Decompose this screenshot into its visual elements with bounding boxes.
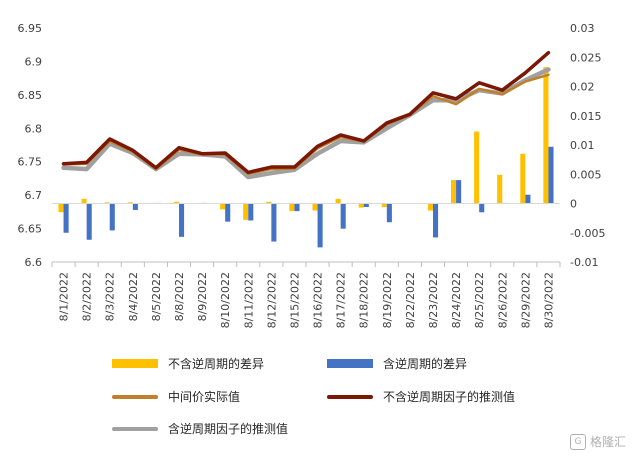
x-axis-tick-label: 8/30/2022 (542, 272, 555, 328)
bar-no-ccf-diff (312, 203, 318, 211)
bar-no-ccf-diff (58, 203, 64, 213)
left-axis-tick-label: 6.8 (25, 122, 43, 135)
x-axis-tick-label: 8/22/2022 (404, 272, 417, 328)
bar-no-ccf-diff (173, 201, 179, 204)
bar-no-ccf-diff (335, 198, 341, 204)
bar-no-ccf-diff (289, 203, 295, 212)
bar-ccf-diff (525, 194, 531, 204)
bar-no-ccf-diff (474, 131, 480, 204)
bar-ccf-diff (86, 203, 92, 240)
bar-no-ccf-diff (81, 198, 87, 204)
right-axis-tick-label: 0.005 (570, 168, 602, 181)
bar-ccf-diff (479, 203, 485, 213)
bar-no-ccf-diff (266, 201, 272, 204)
x-axis-tick-label: 8/12/2022 (265, 272, 278, 328)
right-axis-tick-label: -0.01 (570, 256, 598, 269)
bar-no-ccf-diff (451, 180, 457, 204)
x-axis-tick-label: 8/4/2022 (127, 272, 140, 321)
x-axis-tick-label: 8/17/2022 (335, 272, 348, 328)
x-axis-tick-label: 8/2/2022 (81, 272, 94, 321)
bar-ccf-diff (340, 203, 346, 229)
x-axis-tick-label: 8/25/2022 (473, 272, 486, 328)
x-axis-tick-label: 8/1/2022 (58, 272, 71, 321)
line-series-1 (61, 50, 551, 175)
x-axis-tick-label: 8/15/2022 (288, 272, 301, 328)
right-axis-tick-label: 0 (570, 198, 577, 211)
left-axis-tick-label: 6.95 (18, 22, 43, 35)
bar-ccf-diff (271, 203, 277, 242)
left-axis-tick-label: 6.85 (18, 89, 43, 102)
bar-ccf-diff (248, 203, 254, 221)
x-axis-tick-label: 8/5/2022 (150, 272, 163, 321)
left-axis-tick-label: 6.7 (25, 189, 43, 202)
bar-ccf-diff (225, 203, 231, 222)
bar-ccf-diff (386, 203, 392, 223)
bar-no-ccf-diff (220, 203, 226, 210)
x-axis-tick-label: 8/11/2022 (242, 272, 255, 328)
bar-no-ccf-diff (127, 202, 133, 204)
bar-ccf-diff (63, 203, 69, 233)
right-axis-tick-label: 0.02 (570, 81, 595, 94)
x-axis-tick-label: 8/3/2022 (104, 272, 117, 321)
x-axis-tick-label: 8/9/2022 (196, 272, 209, 321)
bar-ccf-diff (317, 203, 323, 248)
bar-no-ccf-diff (497, 174, 503, 204)
bar-no-ccf-diff (381, 203, 387, 208)
bar-no-ccf-diff (520, 153, 526, 204)
right-axis-tick-label: -0.005 (570, 227, 605, 240)
right-axis-tick-label: 0.03 (570, 22, 595, 35)
gelonghui-logo-icon: G (569, 433, 586, 450)
watermark: G 格隆汇 (569, 433, 626, 450)
x-axis-tick-label: 8/8/2022 (173, 272, 186, 321)
left-axis-tick-label: 6.75 (18, 156, 43, 169)
bar-no-ccf-diff (427, 203, 433, 211)
bar-ccf-diff (179, 203, 185, 237)
left-axis-tick-label: 6.6 (25, 256, 43, 269)
bar-no-ccf-diff (358, 203, 364, 208)
bar-no-ccf-diff (543, 67, 549, 204)
bar-ccf-diff (294, 203, 300, 212)
bar-no-ccf-diff (243, 203, 249, 220)
x-axis-tick-label: 8/24/2022 (450, 272, 463, 328)
right-axis-tick-label: 0.015 (570, 110, 602, 123)
bar-ccf-diff (433, 203, 439, 238)
bar-ccf-diff (109, 203, 115, 231)
left-axis-tick-label: 6.9 (25, 55, 43, 68)
x-axis-tick-label: 8/19/2022 (381, 272, 394, 328)
x-axis-tick-label: 8/10/2022 (219, 272, 232, 328)
bar-ccf-diff (363, 203, 369, 208)
x-axis-tick-label: 8/16/2022 (312, 272, 325, 328)
bar-ccf-diff (456, 180, 462, 204)
x-axis-tick-label: 8/18/2022 (358, 272, 371, 328)
watermark-label: 格隆汇 (589, 435, 626, 449)
bar-ccf-diff (548, 146, 554, 204)
right-axis-tick-label: 0.025 (570, 51, 602, 64)
left-axis-tick-label: 6.65 (18, 223, 43, 236)
right-axis-tick-label: 0.01 (570, 139, 595, 152)
x-axis-tick-label: 8/29/2022 (519, 272, 532, 328)
x-axis-tick-label: 8/26/2022 (496, 272, 509, 328)
bar-ccf-diff (132, 203, 138, 210)
bar-no-ccf-diff (104, 202, 110, 204)
x-axis-tick-label: 8/23/2022 (427, 272, 440, 328)
